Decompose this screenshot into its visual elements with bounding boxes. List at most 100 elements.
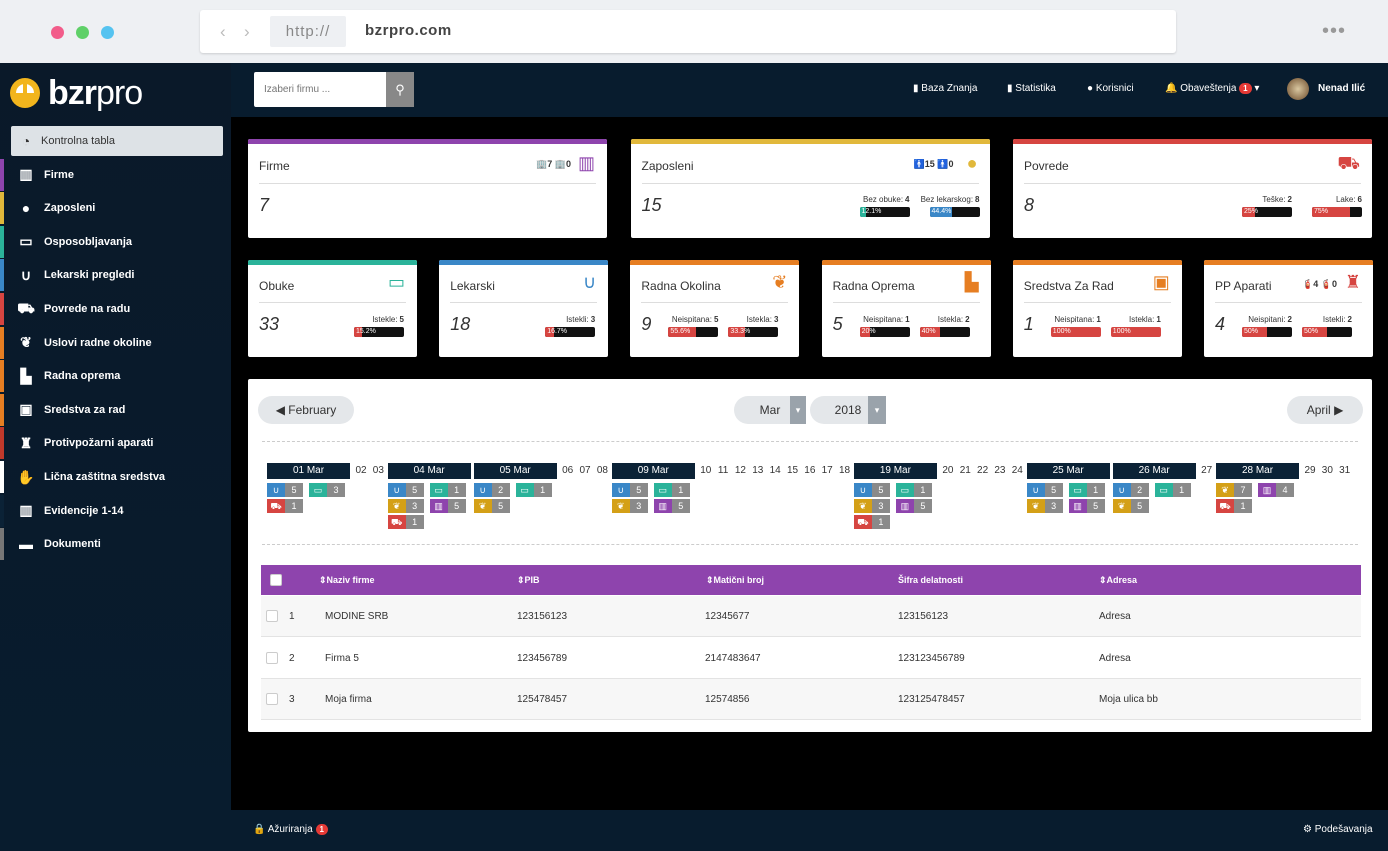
calendar-day[interactable]: 15 [786,465,799,476]
sidebar-item-11[interactable]: ▥ Evidencije 1-14 [0,494,231,527]
calendar-day[interactable]: 03 [372,465,384,476]
calendar-event[interactable]: ⛟ 1 [1216,499,1252,513]
calendar-event[interactable]: ▭ 1 [429,483,466,497]
calendar-event[interactable]: ▥ 5 [895,499,932,513]
calendar-day[interactable]: 10 [700,465,712,476]
calendar-day[interactable]: 28 Mar [1216,463,1299,479]
card-firme[interactable]: Firme 7 ▥ 🏢7 🏢0 [248,139,607,238]
calendar-event[interactable]: ❦ 3 [1026,499,1063,513]
nav-obavestenja[interactable]: 🔔 Obaveštenja 1 ▾ [1165,83,1259,94]
sidebar-item-10[interactable]: ✋ Lična zaštitna sredstva [0,461,231,493]
nav-korisnici[interactable]: ● Korisnici [1087,83,1134,94]
card-pp-aparati[interactable]: PP Aparati 4 ♜ 🧯4 🧯0 Neispitani: 2 50% Istekli:… [1204,260,1373,357]
calendar-event[interactable]: ∪ 2 [473,483,510,497]
maximize-window-dot[interactable] [101,26,114,39]
calendar-event[interactable]: ▥ 5 [429,499,466,513]
select-all-checkbox[interactable] [270,574,282,586]
calendar-event[interactable]: ∪ 2 [1112,483,1149,497]
calendar-event[interactable]: ❦ 7 [1216,483,1252,497]
calendar-day[interactable]: 26 Mar [1112,463,1196,479]
calendar-day[interactable]: 20 [942,465,954,476]
sidebar-item-7[interactable]: ▙ Radna oprema [0,360,231,393]
next-month-button[interactable]: April ▶ [1287,396,1363,424]
calendar-day[interactable]: 18 [838,465,851,476]
calendar-event[interactable]: ❦ 5 [473,499,510,513]
card-sredstva-za-rad[interactable]: Sredstva Za Rad 1 ▣ Neispitana: 1 100% Istekla… [1012,260,1182,357]
calendar-event[interactable]: ∪ 5 [1026,483,1063,497]
sidebar-item-4[interactable]: ∪ Lekarski pregledi [0,259,231,292]
calendar-day[interactable]: 16 [804,465,816,476]
row-checkbox[interactable] [266,651,278,664]
calendar-event[interactable]: ⛟ 1 [387,515,424,529]
table-row[interactable]: 1 MODINE SRB 123156123 12345677 123156123 Adr… [261,596,1361,637]
calendar-day[interactable]: 27 [1201,465,1213,476]
calendar-day[interactable]: 19 Mar [853,463,937,479]
calendar-event[interactable]: ❦ 3 [853,499,890,513]
calendar-event[interactable]: ⛟ 1 [267,499,303,513]
minimize-window-dot[interactable] [76,26,89,39]
calendar-event[interactable]: ▭ 1 [1068,483,1105,497]
calendar-day[interactable]: 06 [562,465,574,476]
user-name[interactable]: Nenad Ilić [1318,83,1366,94]
back-icon[interactable]: ‹ [220,22,226,41]
calendar-event[interactable]: ▥ 5 [1068,499,1105,513]
calendar-day[interactable]: 23 [994,465,1006,476]
th-naziv[interactable]: ⇕Naziv firme [319,575,375,585]
calendar-day[interactable]: 21 [959,465,971,476]
calendar-event[interactable]: ∪ 5 [267,483,303,497]
avatar[interactable] [1287,78,1309,100]
calendar-event[interactable]: ❦ 3 [387,499,424,513]
sidebar-item-5[interactable]: ⛟ Povrede na radu [0,293,231,325]
sidebar-item-3[interactable]: ▭ Osposobljavanja [0,225,231,258]
forward-icon[interactable]: › [244,22,250,41]
card-obuke[interactable]: Obuke 33 ▭ Istekle: 5 15.2% [248,260,417,357]
card-radna-oprema[interactable]: Radna Oprema 5 ▙ Neispitana: 1 20% Istekla: 2 40… [821,260,991,357]
url-bar[interactable]: ‹ › http:// bzrpro.com [200,10,1176,53]
sidebar-item-9[interactable]: ♜ Protivpožarni aparati [0,427,231,460]
prev-month-button[interactable]: ◀ February [258,396,354,424]
calendar-event[interactable]: ∪ 5 [611,483,648,497]
calendar-day[interactable]: 31 [1339,465,1351,476]
row-checkbox[interactable] [266,693,278,705]
calendar-day[interactable]: 01 Mar [267,463,350,479]
more-options-icon[interactable]: ••• [1322,20,1347,42]
card-povrede[interactable]: Povrede 8 ⛟ Teške: 2 25% Lake: 6 75% [1013,139,1372,238]
sidebar-item-1[interactable]: ▥ Firme [0,158,231,191]
calendar-day[interactable]: 04 Mar [387,463,471,479]
sidebar-item-6[interactable]: ❦ Uslovi radne okoline [0,326,231,359]
calendar-event[interactable]: ▭ 1 [515,483,552,497]
calendar-day[interactable]: 08 [596,465,608,476]
nav-statistika[interactable]: ▮ Statistika [1007,83,1056,94]
th-maticni[interactable]: ⇕Matični broj [706,575,765,585]
calendar-day[interactable]: 02 [355,465,367,476]
calendar-event[interactable]: ❦ 3 [611,499,648,513]
calendar-event[interactable]: ∪ 5 [387,483,424,497]
updates-link[interactable]: 🔒 Ažuriranja 1 [253,824,328,835]
logo[interactable]: bzrpro [8,71,143,115]
card-lekarski[interactable]: Lekarski 18 ∪ Istekli: 3 16.7% [439,260,609,357]
settings-link[interactable]: ⚙ Podešavanja [1303,824,1373,835]
month-caret-icon[interactable]: ▾ [790,396,806,424]
calendar-event[interactable]: ⛟ 1 [853,515,890,529]
th-adresa[interactable]: ⇕Adresa [1099,575,1138,585]
sidebar-item-12[interactable]: ▬ Dokumenti [0,528,231,561]
calendar-day[interactable]: 17 [821,465,833,476]
row-checkbox[interactable] [266,610,278,622]
calendar-day[interactable]: 13 [752,465,764,476]
calendar-day[interactable]: 11 [717,465,729,476]
calendar-event[interactable]: ▭ 1 [1154,483,1191,497]
sidebar-item-8[interactable]: ▣ Sredstva za rad [0,393,231,426]
calendar-day[interactable]: 22 [977,465,989,476]
calendar-event[interactable]: ▥ 5 [653,499,690,513]
search-button[interactable]: ⚲ [386,72,414,107]
calendar-day[interactable]: 05 Mar [473,463,557,479]
nav-baza-znanja[interactable]: ▮ Baza Znanja [913,83,977,94]
card-zaposleni[interactable]: Zaposleni 15 ● 🚹15 🚹0 Bez obuke: 4 12.1% Bez le… [630,139,990,238]
card-radna-okolina[interactable]: Radna Okolina 9 ❦ Neispitana: 5 55.6% Istekla:… [630,260,800,357]
calendar-day[interactable]: 25 Mar [1026,463,1110,479]
calendar-event[interactable]: ▭ 1 [895,483,932,497]
year-caret-icon[interactable]: ▾ [868,396,886,424]
calendar-event[interactable]: ▭ 1 [653,483,690,497]
calendar-day[interactable]: 12 [734,465,746,476]
sidebar-item-2[interactable]: ● Zaposleni [0,192,231,225]
